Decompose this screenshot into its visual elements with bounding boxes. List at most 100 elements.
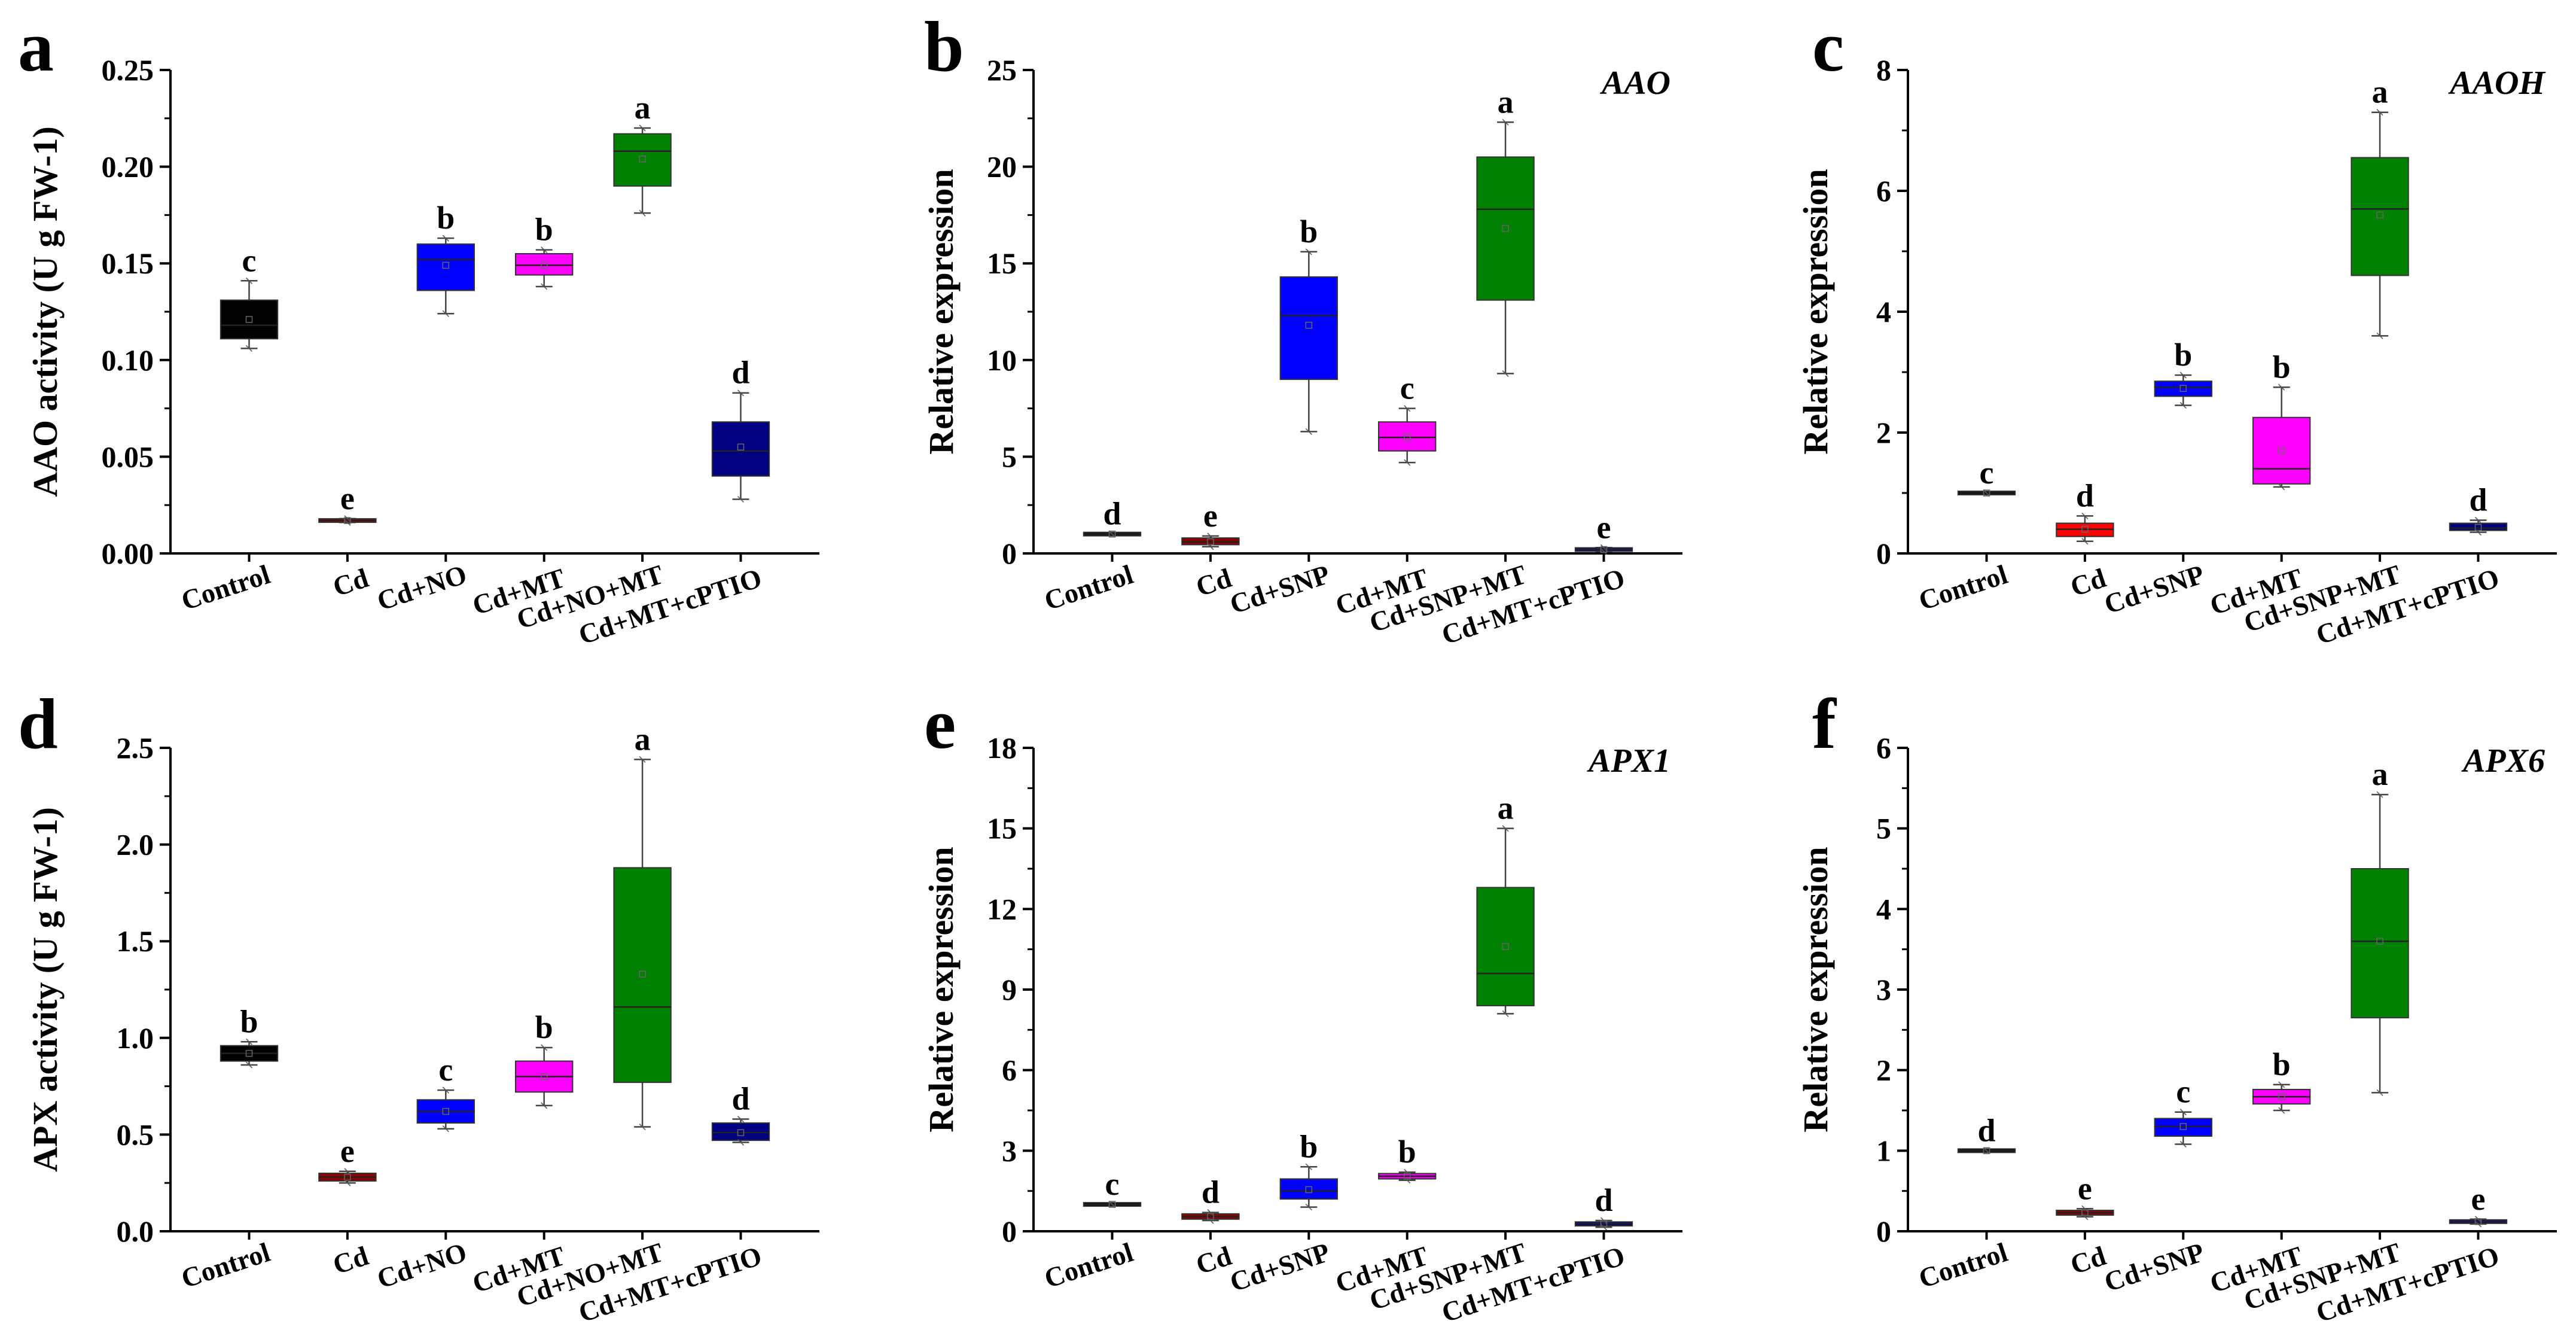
y-tick-label: 15	[987, 812, 1017, 845]
mean-marker	[1305, 321, 1313, 329]
y-tick-label: 0.15	[102, 246, 154, 280]
mean-marker	[2376, 211, 2383, 219]
y-tick-label: 0.00	[102, 537, 154, 570]
y-tick-label: 25	[987, 53, 1017, 87]
max-marker	[737, 389, 745, 397]
panel-label-e: e	[924, 684, 956, 763]
max-marker	[2278, 383, 2285, 391]
significance-letter: c	[1980, 455, 1994, 491]
significance-letter: c	[2176, 1074, 2190, 1110]
max-marker	[245, 1038, 253, 1045]
min-marker	[2278, 483, 2285, 491]
y-tick-label: 5	[1876, 812, 1891, 845]
panel-title: APX1	[1587, 742, 1670, 780]
min-marker	[1983, 489, 1990, 497]
y-tick-label: 0.25	[102, 53, 154, 87]
y-tick-label: 8	[1876, 53, 1891, 87]
y-axis-label: Relative expression	[1796, 169, 1835, 454]
panel-label-c: c	[1812, 7, 1844, 86]
mean-marker	[1983, 489, 1990, 497]
y-tick-label: 6	[1002, 1054, 1017, 1087]
box-3: bCd+MT	[469, 1009, 574, 1299]
significance-letter: d	[1595, 1182, 1612, 1218]
y-axis-label: Relative expression	[1796, 847, 1835, 1132]
significance-letter: a	[2372, 74, 2388, 110]
min-marker	[442, 310, 449, 317]
min-marker	[442, 1125, 449, 1133]
min-marker	[2376, 1089, 2383, 1096]
y-tick-label: 1.0	[117, 1021, 154, 1055]
box-2: b Cd+SNP	[1226, 1128, 1338, 1298]
significance-letter: c	[1400, 370, 1414, 406]
box-2: b Cd+SNP	[2101, 337, 2212, 620]
y-tick-label: 2.0	[117, 828, 154, 862]
min-marker	[1600, 1223, 1608, 1231]
box-3: bCd+MT	[2206, 1046, 2311, 1299]
max-marker	[1600, 1217, 1608, 1224]
box-1: dCd	[2056, 477, 2114, 602]
mean-marker	[540, 1073, 548, 1080]
box-iqr	[2154, 1118, 2212, 1137]
max-marker	[2376, 791, 2383, 798]
panel-d: d 0.0 0.5 1.0 1.5 2.0 2.5 APX activity (U g FW-…	[18, 684, 819, 1324]
min-marker	[1600, 548, 1608, 555]
significance-letter: a	[1498, 790, 1514, 826]
significance-letter: b	[437, 200, 455, 236]
max-marker	[2278, 1081, 2285, 1088]
panel-title: AAO	[1600, 65, 1670, 102]
mean-marker	[639, 155, 646, 163]
min-marker	[344, 519, 351, 526]
box-1: eCd	[318, 1133, 377, 1280]
significance-letter: d	[731, 355, 749, 391]
box-5: eCd+MT+cPTIO	[2312, 1181, 2508, 1324]
x-category-label: Cd+NO	[373, 1237, 470, 1294]
significance-letter: b	[535, 212, 553, 248]
min-marker	[2474, 1220, 2482, 1228]
y-tick-label: 3	[1876, 973, 1891, 1006]
box-iqr	[711, 421, 770, 477]
min-marker	[1108, 1201, 1116, 1208]
box-3: bCd+MT	[469, 212, 574, 621]
y-tick-label: 0.20	[102, 150, 154, 184]
min-marker	[1983, 1147, 1990, 1154]
significance-letter: c	[438, 1052, 453, 1088]
box-0: c Control	[178, 242, 279, 616]
y-tick-label: 3	[1002, 1134, 1017, 1167]
box-iqr	[1476, 887, 1535, 1006]
box-2: b Cd+SNP	[1226, 214, 1338, 620]
y-tick-label: 0	[1876, 1215, 1891, 1248]
mean-marker	[442, 1107, 450, 1115]
box-5: dCd+MT+cPTIO	[575, 1081, 770, 1324]
box-1: eCd	[2056, 1170, 2114, 1280]
y-tick-label: 5	[1002, 440, 1017, 473]
box-2: c Cd+NO	[373, 1052, 475, 1294]
y-tick-label: 4	[1876, 295, 1891, 328]
panel-b: b AAO 0 5 10 15 20 25 Relative expression d Contro…	[922, 7, 1682, 650]
box-iqr	[1279, 1178, 1338, 1200]
panel-e: e APX1 0 3 6 9 12 15 18 Relative expression c Contr…	[922, 684, 1682, 1324]
significance-letter: e	[2078, 1170, 2092, 1206]
mean-marker	[1108, 1201, 1116, 1208]
significance-letter: d	[1103, 496, 1121, 532]
significance-letter: b	[2273, 349, 2291, 385]
significance-letter: d	[731, 1081, 749, 1117]
max-marker	[1502, 118, 1509, 126]
significance-letter: d	[2469, 482, 2487, 518]
y-tick-label: 0.10	[102, 343, 154, 377]
max-marker	[442, 235, 449, 242]
y-tick-label: 0	[1876, 537, 1891, 570]
max-marker	[541, 246, 548, 254]
max-marker	[541, 1044, 548, 1051]
x-category-label: Cd+SNP	[2101, 1237, 2208, 1298]
mean-marker	[2474, 523, 2482, 531]
min-marker	[1305, 428, 1312, 435]
box-0: c Control	[1041, 1166, 1142, 1294]
max-marker	[737, 1116, 745, 1123]
max-marker	[1600, 544, 1608, 551]
mean-marker	[442, 261, 450, 269]
significance-letter: a	[1498, 84, 1514, 120]
mean-marker	[2081, 525, 2089, 533]
y-tick-label: 0.0	[117, 1215, 154, 1248]
max-marker	[245, 277, 253, 284]
min-marker	[245, 1061, 253, 1069]
